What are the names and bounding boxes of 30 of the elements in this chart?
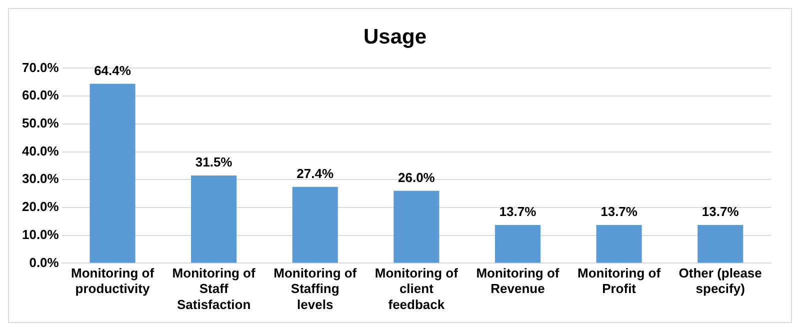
data-label: 13.7% (499, 204, 537, 220)
x-tick-label: Monitoring of Staffing levels (274, 266, 358, 312)
bar (394, 190, 440, 263)
y-tick-label: 30.0% (22, 171, 60, 186)
y-tick-label: 70.0% (22, 60, 60, 75)
x-tick-label: Monitoring of productivity (71, 266, 155, 296)
chart-title: Usage (363, 25, 427, 48)
x-tick-label: Monitoring of client feedback (374, 266, 459, 312)
bar (191, 175, 237, 263)
x-tick-label: Monitoring of Staff Satisfaction (172, 266, 256, 312)
data-label: 31.5% (195, 154, 233, 170)
x-tick-label: Monitoring of Revenue (476, 266, 560, 296)
data-label: 13.7% (702, 204, 740, 220)
y-tick-label: 20.0% (22, 199, 60, 214)
x-tick-label: Monitoring of Profit (578, 266, 662, 296)
y-tick-label: 50.0% (22, 115, 60, 130)
bar (90, 84, 136, 263)
data-label: 64.4% (94, 62, 132, 78)
y-tick-label: 40.0% (22, 143, 60, 158)
y-tick-label: 60.0% (22, 88, 60, 103)
data-label: 26.0% (398, 170, 436, 185)
y-tick-label: 0.0% (29, 254, 60, 270)
bar (494, 225, 541, 263)
x-tick-label: Other (please specify) (678, 266, 762, 296)
bar (596, 225, 642, 263)
bar (698, 225, 744, 263)
data-label: 27.4% (296, 166, 334, 181)
data-label: 13.7% (600, 204, 638, 220)
y-tick-label: 10.0% (22, 226, 60, 242)
bar (292, 186, 338, 263)
